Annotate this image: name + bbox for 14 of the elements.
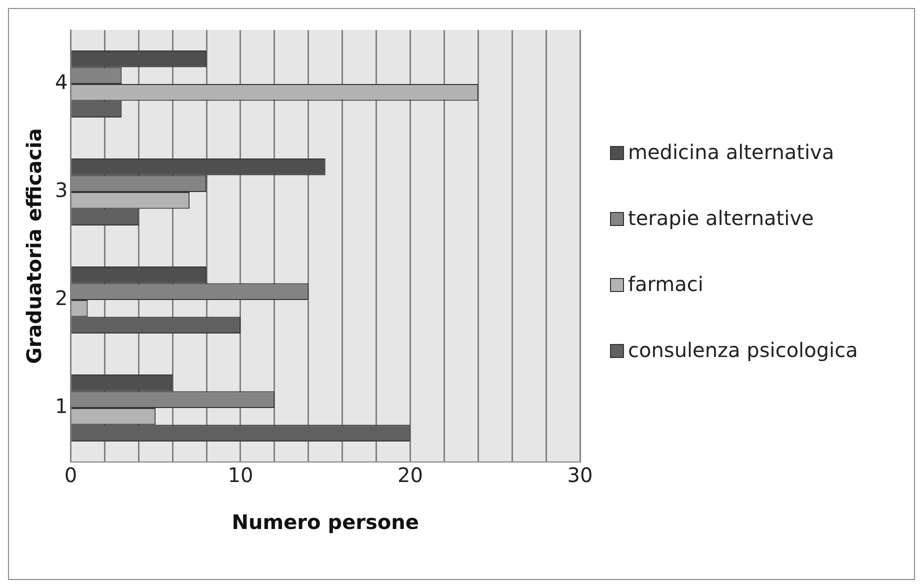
y-axis-title: Graduatoria efficacia — [22, 128, 46, 364]
y-tick-label: 3 — [54, 178, 68, 202]
x-tick-label: 10 — [228, 463, 254, 488]
x-tick-label: 20 — [398, 463, 423, 488]
legend-label: medicina alternativa — [628, 140, 834, 164]
y-tick-label: 2 — [54, 286, 68, 310]
legend-label: terapie alternative — [628, 206, 814, 230]
legend-label: consulenza psicologica — [628, 338, 858, 362]
legend-label: farmaci — [628, 272, 704, 296]
y-tick-label: 1 — [54, 394, 68, 418]
x-axis-title: Numero persone — [232, 510, 419, 534]
x-tick-label: 0 — [64, 463, 78, 488]
x-tick-label: 30 — [567, 463, 593, 488]
y-tick-label: 4 — [54, 70, 68, 94]
